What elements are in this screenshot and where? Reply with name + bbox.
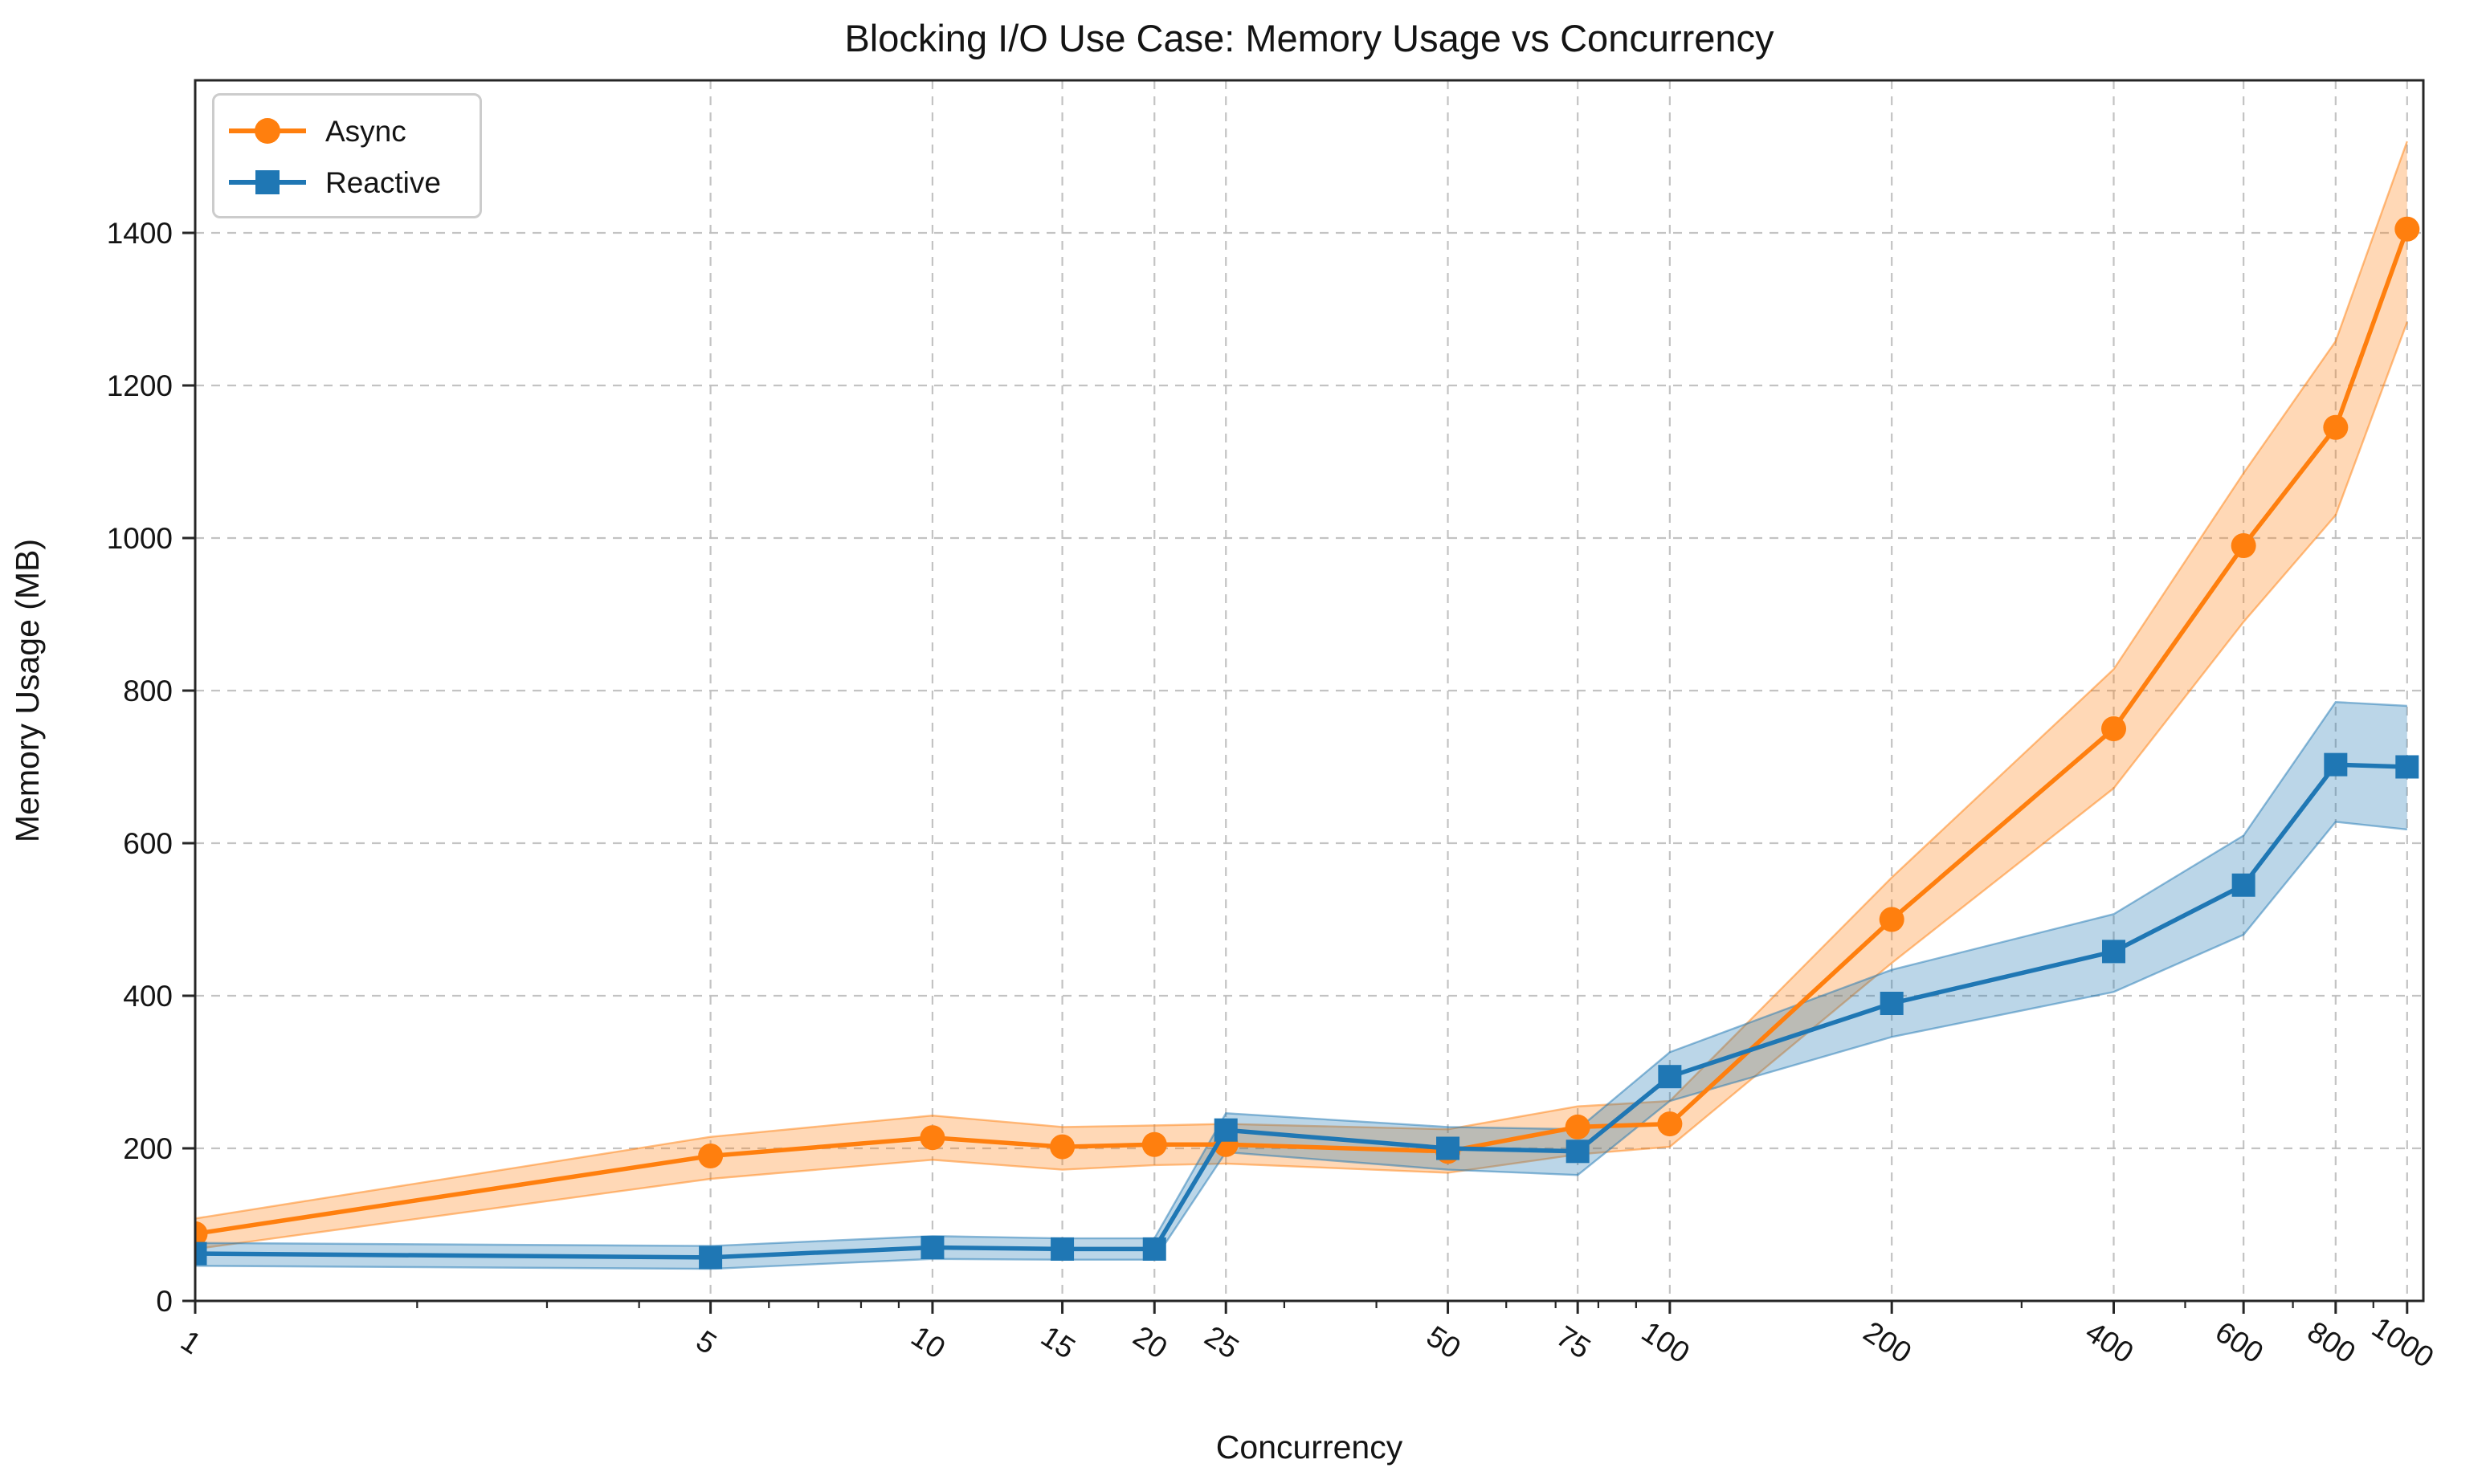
reactive-line bbox=[195, 762, 2410, 1260]
legend-item-reactive: Reactive bbox=[229, 161, 462, 203]
reactive-marker-x75 bbox=[1565, 1140, 1590, 1164]
reactive-marker-x10 bbox=[921, 1236, 945, 1259]
x-tick-label-20: 20 bbox=[1128, 1319, 1174, 1365]
reactive-marker-x5 bbox=[699, 1246, 723, 1270]
x-tick-label-75: 75 bbox=[1551, 1319, 1597, 1365]
async-marker-x1 bbox=[195, 1221, 208, 1246]
x-tick-label-5: 5 bbox=[691, 1324, 723, 1361]
reactive-line-square-marker-icon bbox=[229, 169, 306, 196]
x-tick-label-10: 10 bbox=[905, 1319, 951, 1365]
x-tick-label-600: 600 bbox=[2210, 1315, 2269, 1370]
x-tick-label-1000: 1000 bbox=[2366, 1311, 2439, 1374]
reactive-marker-x800 bbox=[2324, 752, 2348, 777]
y-tick-label-600: 600 bbox=[123, 827, 173, 860]
async-confidence-band bbox=[195, 141, 2407, 1250]
x-tick-label-50: 50 bbox=[1421, 1319, 1467, 1365]
async-marker-x5 bbox=[698, 1144, 724, 1168]
async-marker-x800 bbox=[2323, 414, 2349, 440]
legend-item-async: Async bbox=[229, 110, 462, 152]
y-tick-label-1000: 1000 bbox=[107, 522, 173, 555]
x-tick-label-400: 400 bbox=[2080, 1315, 2139, 1370]
async-line-circle-marker-icon bbox=[229, 117, 306, 145]
x-axis-label: Concurrency bbox=[1216, 1429, 1403, 1466]
y-axis-label: Memory Usage (MB) bbox=[9, 539, 46, 842]
reactive-marker-x15 bbox=[1051, 1237, 1075, 1261]
async-marker-x15 bbox=[1050, 1134, 1076, 1160]
async-band-lower-edge bbox=[195, 321, 2408, 1250]
x-tick-label-25: 25 bbox=[1199, 1319, 1245, 1365]
reactive-band-lower-edge bbox=[195, 821, 2407, 1270]
y-tick-label-0: 0 bbox=[156, 1285, 173, 1318]
async-marker-x1000 bbox=[2394, 216, 2420, 242]
reactive-marker-x600 bbox=[2231, 873, 2255, 897]
y-tick-label-400: 400 bbox=[123, 980, 173, 1013]
legend-label-reactive: Reactive bbox=[325, 165, 441, 199]
async-marker-x200 bbox=[1879, 907, 1904, 932]
reactive-marker-x25 bbox=[1214, 1118, 1238, 1142]
legend: Async Reactive bbox=[212, 93, 482, 218]
x-tick-label-1: 1 bbox=[175, 1324, 207, 1361]
reactive-marker-x50 bbox=[1436, 1136, 1460, 1160]
async-marker-x10 bbox=[920, 1125, 945, 1151]
reactive-marker-x200 bbox=[1880, 992, 1904, 1015]
gridlines bbox=[195, 80, 2423, 1301]
async-marker-x75 bbox=[1565, 1114, 1590, 1140]
async-band-upper-edge bbox=[195, 141, 2408, 1220]
async-marker-x20 bbox=[1141, 1131, 1167, 1157]
async-marker-x600 bbox=[2231, 533, 2256, 558]
x-tick-label-200: 200 bbox=[1858, 1315, 1917, 1370]
legend-label-async: Async bbox=[325, 114, 406, 148]
y-tick-label-1200: 1200 bbox=[107, 369, 173, 402]
x-tick-label-15: 15 bbox=[1035, 1319, 1081, 1365]
confidence-bands bbox=[195, 141, 2408, 1270]
reactive-marker-x100 bbox=[1658, 1065, 1682, 1089]
reactive-marker-x400 bbox=[2102, 940, 2126, 964]
chart-title: Blocking I/O Use Case: Memory Usage vs C… bbox=[844, 17, 1774, 59]
reactive-band-upper-edge bbox=[195, 701, 2407, 1247]
y-tick-label-1400: 1400 bbox=[107, 217, 173, 250]
reactive-marker-x1 bbox=[195, 1241, 207, 1266]
y-tick-label-800: 800 bbox=[123, 675, 173, 707]
async-marker-x400 bbox=[2101, 716, 2127, 741]
x-tick-label-800: 800 bbox=[2302, 1315, 2361, 1370]
async-marker-x100 bbox=[1657, 1111, 1683, 1137]
reactive-marker-x1000 bbox=[2395, 755, 2419, 779]
async-line bbox=[195, 226, 2410, 1237]
y-tick-label-200: 200 bbox=[123, 1132, 173, 1165]
x-tick-label-100: 100 bbox=[1636, 1315, 1696, 1370]
series-lines-and-markers bbox=[195, 216, 2420, 1270]
reactive-marker-x20 bbox=[1142, 1237, 1166, 1261]
